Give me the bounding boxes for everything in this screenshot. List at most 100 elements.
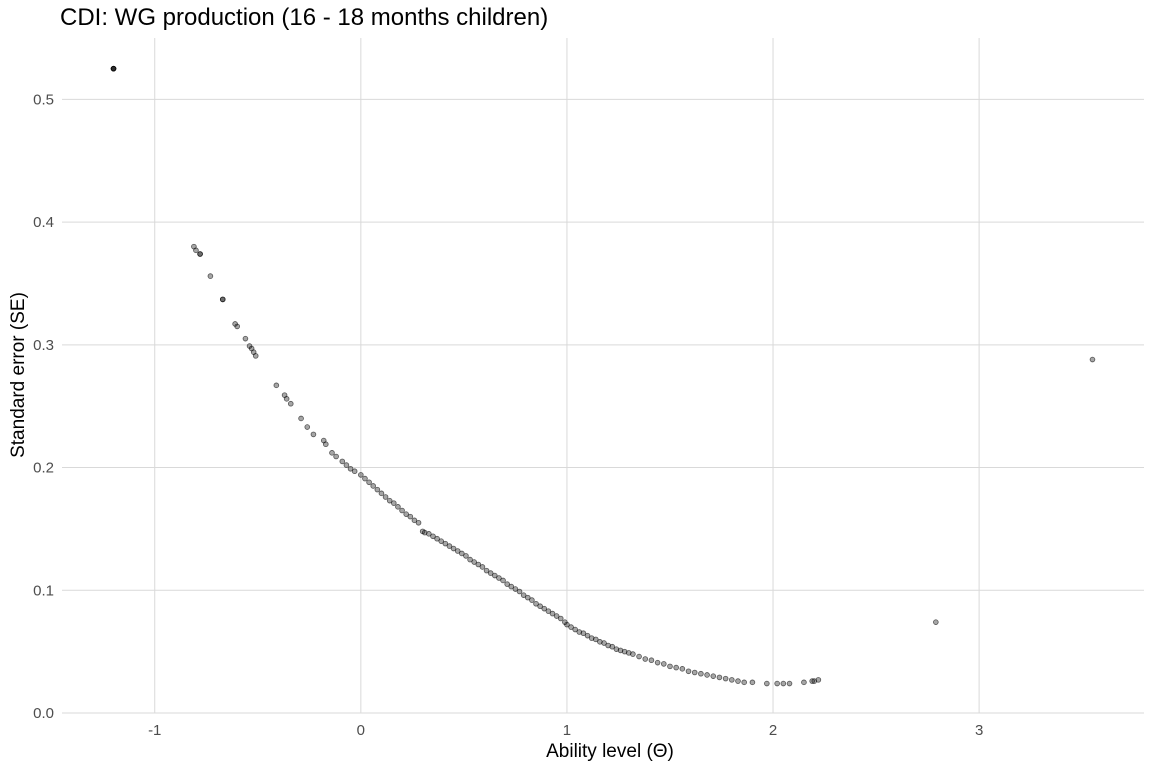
data-point [735, 678, 741, 684]
data-point [584, 632, 591, 639]
x-tick-label: 0 [357, 722, 365, 739]
data-point [504, 581, 510, 587]
data-point [487, 570, 494, 576]
x-tick-label: -1 [148, 722, 161, 739]
data-point [333, 453, 339, 460]
data-point [520, 592, 527, 598]
y-tick-label: 0.2 [33, 460, 54, 477]
data-point [207, 273, 214, 279]
grid [62, 38, 1144, 714]
data-point [933, 619, 939, 625]
data-point [557, 615, 564, 622]
data-point [704, 672, 710, 678]
y-axis-ticks: 0.0 0.1 0.2 0.3 0.4 0.5 [33, 91, 54, 722]
data-point [698, 670, 704, 677]
data-point [512, 586, 519, 592]
data-point [382, 494, 389, 500]
data-point [601, 640, 607, 646]
data-point [459, 550, 465, 557]
data-point [283, 396, 290, 402]
x-tick-label: 1 [563, 722, 571, 739]
data-point [716, 674, 723, 681]
data-point [764, 680, 770, 687]
data-point [691, 669, 698, 676]
chart-title: CDI: WG production (16 - 18 months child… [60, 4, 549, 31]
data-point [679, 666, 686, 672]
data-point [430, 533, 436, 540]
data-point [339, 458, 346, 465]
y-tick-label: 0.3 [33, 337, 54, 354]
data-point [434, 535, 440, 542]
data-point [722, 675, 729, 682]
data-point [463, 553, 469, 559]
data-point [242, 335, 249, 342]
data-point [609, 643, 616, 650]
data-point [491, 572, 498, 579]
data-point [508, 583, 515, 590]
data-point [533, 600, 539, 607]
x-axis-title: Ability level (Θ) [546, 741, 674, 762]
data-point [529, 597, 535, 603]
data-point [252, 353, 259, 359]
data-point [549, 610, 556, 617]
data-point [568, 624, 574, 630]
data-point [438, 538, 445, 544]
data-point [516, 588, 523, 595]
data-point [749, 679, 756, 686]
data-point [545, 608, 552, 614]
data-point [219, 296, 226, 303]
data-point [450, 545, 457, 552]
data-point [426, 531, 432, 537]
data-point [667, 663, 673, 670]
data-point [496, 575, 502, 581]
data-point [685, 668, 692, 675]
data-point [801, 679, 807, 686]
y-tick-label: 0.5 [33, 91, 54, 108]
data-point [475, 561, 482, 568]
data-point [310, 431, 317, 438]
data-point [323, 441, 329, 448]
data-point [399, 507, 405, 514]
data-point [479, 564, 486, 570]
data-point [524, 594, 531, 601]
data-point [442, 540, 449, 547]
y-tick-label: 0.0 [33, 705, 54, 722]
data-point [786, 680, 793, 687]
data-point [395, 504, 401, 510]
data-point [329, 450, 335, 456]
data-point [370, 483, 377, 489]
data-point [110, 65, 117, 72]
data-point [580, 630, 587, 637]
y-axis-title: Standard error (SE) [8, 292, 29, 458]
data-point [193, 247, 199, 254]
data-point [471, 559, 477, 565]
data-point [673, 664, 679, 671]
data-point [386, 497, 393, 504]
data-point [454, 548, 461, 554]
data-point [483, 567, 490, 574]
x-axis-ticks: -1 0 1 2 3 [148, 722, 983, 739]
x-tick-label: 2 [769, 722, 777, 739]
data-point [378, 490, 385, 497]
data-point [537, 603, 543, 610]
data-point [298, 415, 304, 422]
data-point [411, 517, 418, 524]
data-point [500, 577, 506, 584]
data-point [358, 472, 364, 478]
data-point [572, 626, 578, 633]
data-point [630, 651, 636, 657]
data-point [234, 323, 240, 330]
y-tick-label: 0.1 [33, 582, 54, 599]
data-points [110, 65, 1096, 687]
data-point [403, 511, 409, 517]
data-point [351, 468, 358, 475]
data-point [564, 621, 570, 628]
data-point [648, 657, 655, 664]
data-point [741, 679, 747, 686]
data-point [642, 656, 649, 662]
data-point [407, 513, 414, 520]
data-point [710, 673, 717, 679]
x-tick-label: 3 [975, 722, 983, 739]
data-point [636, 653, 642, 660]
data-point [467, 556, 473, 563]
